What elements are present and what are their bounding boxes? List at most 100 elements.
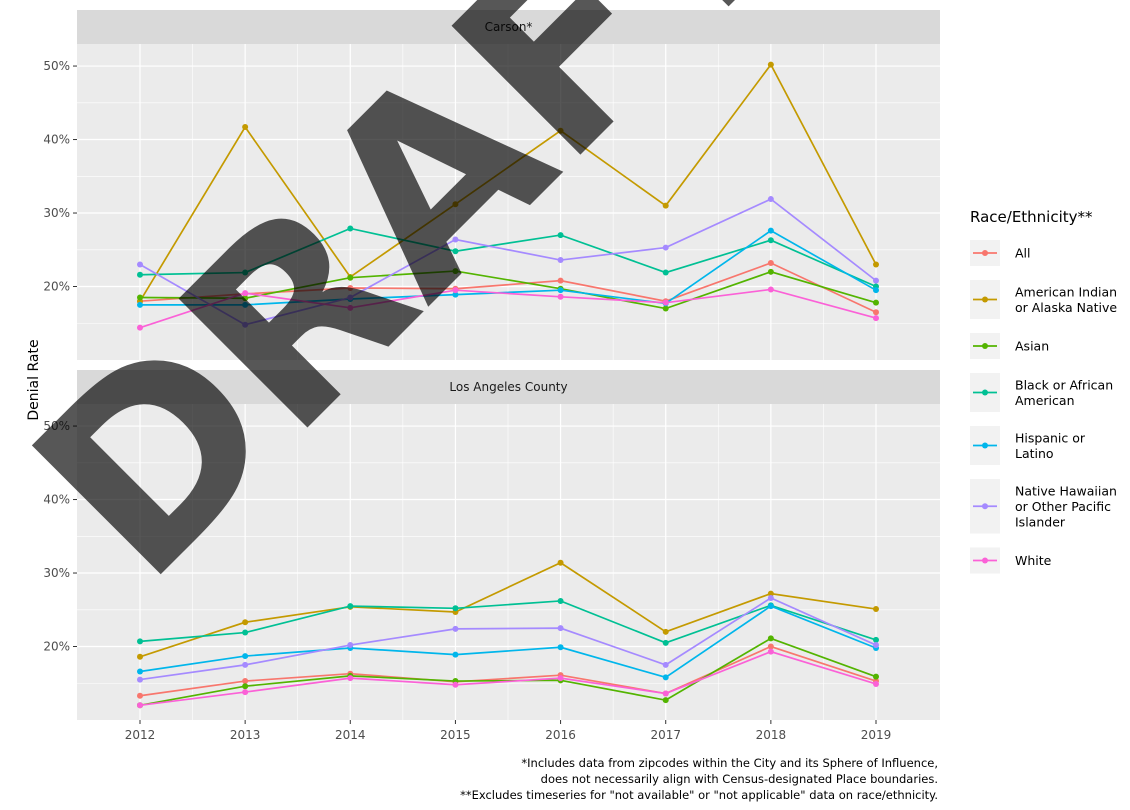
data-point xyxy=(242,683,249,690)
legend-key-point xyxy=(982,296,988,303)
data-point xyxy=(767,635,774,642)
data-point xyxy=(452,651,459,658)
data-point xyxy=(347,675,354,682)
data-point xyxy=(662,305,669,312)
data-point xyxy=(452,236,459,243)
data-point xyxy=(767,595,774,602)
panel-background xyxy=(77,404,940,720)
series-line xyxy=(139,262,877,314)
data-point xyxy=(873,277,879,284)
data-point xyxy=(873,309,879,316)
y-tick-label: 50% xyxy=(43,419,70,433)
x-tick-label: 2016 xyxy=(545,728,576,742)
data-point xyxy=(767,268,774,275)
data-point xyxy=(347,274,354,281)
data-point xyxy=(662,661,669,668)
data-point xyxy=(452,201,459,208)
y-tick-label: 40% xyxy=(43,493,70,507)
data-point xyxy=(242,653,249,660)
series-line xyxy=(139,645,877,697)
data-point xyxy=(137,638,143,645)
data-point xyxy=(662,639,669,646)
legend-key-point xyxy=(982,343,988,349)
data-point xyxy=(767,590,774,597)
data-point xyxy=(873,673,879,680)
data-point xyxy=(767,286,774,293)
legend-title: Race/Ethnicity** xyxy=(970,208,1093,226)
data-point xyxy=(137,271,143,278)
data-point xyxy=(347,225,354,232)
data-point xyxy=(137,324,143,331)
data-point xyxy=(767,643,774,650)
series-line xyxy=(139,227,877,288)
legend-item: White xyxy=(970,547,1052,574)
data-point xyxy=(557,127,564,134)
series-white xyxy=(137,286,879,331)
data-point xyxy=(873,636,879,643)
footnote-line: *Includes data from zipcodes within the … xyxy=(521,756,938,770)
y-tick-label: 50% xyxy=(43,59,70,73)
data-point xyxy=(452,291,459,298)
data-point xyxy=(347,294,354,301)
legend-item: All xyxy=(970,240,1031,266)
legend-label: Latino xyxy=(1015,446,1054,461)
data-point xyxy=(557,597,564,604)
data-point xyxy=(662,299,669,306)
data-point xyxy=(137,653,143,660)
data-point xyxy=(137,294,143,301)
legend-key-point xyxy=(982,250,988,256)
legend-label: American Indian xyxy=(1015,284,1117,299)
x-tick-label: 2014 xyxy=(335,728,366,742)
series-line xyxy=(140,229,877,306)
legend-label: White xyxy=(1015,553,1052,568)
data-point xyxy=(242,678,249,685)
x-tick-label: 2017 xyxy=(650,728,681,742)
data-point xyxy=(662,697,669,704)
data-point xyxy=(137,676,143,683)
data-point xyxy=(242,619,249,626)
facet-strip xyxy=(77,10,940,44)
data-point xyxy=(557,625,564,632)
data-point xyxy=(662,244,669,251)
legend-item: Asian xyxy=(970,333,1049,359)
data-point xyxy=(662,202,669,209)
data-point xyxy=(557,277,564,284)
series-line xyxy=(139,198,877,326)
data-point xyxy=(767,603,774,610)
series-native-hawaiian-or-other-pacific-islander xyxy=(137,595,879,683)
legend-key-point xyxy=(982,442,988,449)
y-tick-label: 20% xyxy=(43,640,70,654)
data-point xyxy=(242,290,249,297)
facet-title: Los Angeles County xyxy=(449,380,567,394)
y-axis-label: Denial Rate xyxy=(26,339,42,420)
data-point xyxy=(242,629,249,636)
data-point xyxy=(452,287,459,294)
data-point xyxy=(557,232,564,239)
data-point xyxy=(557,675,564,682)
data-point xyxy=(242,661,249,668)
panel-background xyxy=(77,44,940,360)
data-point xyxy=(242,269,249,276)
data-point xyxy=(557,644,564,651)
legend-label: Hispanic or xyxy=(1015,430,1086,445)
data-point xyxy=(767,237,774,244)
series-line xyxy=(139,650,877,707)
data-point xyxy=(662,674,669,681)
data-point xyxy=(873,642,879,649)
series-white xyxy=(137,648,879,709)
panel-1: Los Angeles County 20% 30% 40% 50% xyxy=(43,370,940,720)
data-point xyxy=(347,304,354,311)
data-point xyxy=(767,259,774,266)
data-point xyxy=(137,692,143,699)
x-tick-label: 2013 xyxy=(230,728,261,742)
data-point xyxy=(347,642,354,649)
series-line xyxy=(139,62,877,302)
legend-label: All xyxy=(1015,246,1031,261)
legend-key-point xyxy=(982,503,988,510)
y-tick-label: 40% xyxy=(43,133,70,147)
data-point xyxy=(242,301,249,308)
data-point xyxy=(557,559,564,566)
